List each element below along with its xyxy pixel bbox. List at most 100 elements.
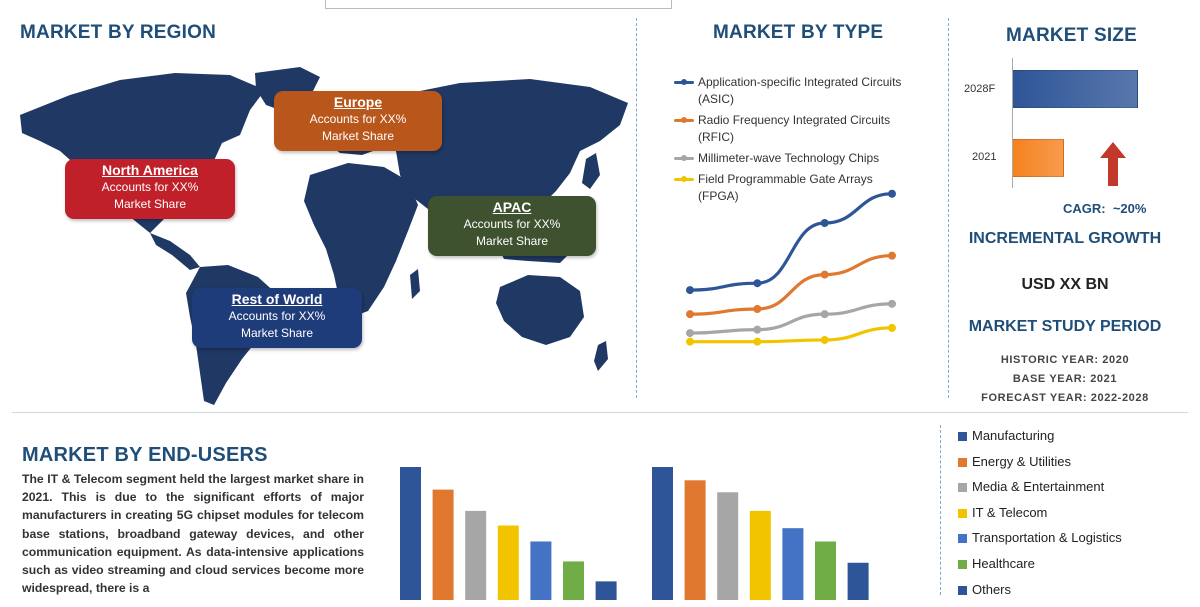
type-legend-item: Field Programmable Gate Arrays (FPGA)	[674, 171, 914, 205]
end-users-legend-item: IT & Telecom	[958, 505, 1122, 531]
legend-swatch	[958, 432, 967, 441]
section-divider	[12, 412, 1188, 413]
type-series-line	[688, 302, 894, 335]
type-data-point	[753, 325, 762, 334]
end-users-legend-item: Transportation & Logistics	[958, 530, 1122, 556]
legend-line-marker	[674, 155, 694, 161]
type-legend-item: Millimeter-wave Technology Chips	[674, 150, 914, 167]
end-users-bar	[465, 510, 487, 600]
map-north-america	[20, 73, 265, 233]
end-users-bar	[432, 489, 454, 600]
size-label-2028f: 2028F	[964, 83, 996, 95]
legend-swatch	[958, 483, 967, 493]
end-users-bar	[717, 492, 739, 600]
end-users-bar-chart	[400, 467, 869, 600]
size-title: MARKET SIZE	[1006, 25, 1137, 46]
map-madagascar	[410, 269, 420, 299]
end-users-bar	[652, 467, 673, 600]
divider-type-size	[948, 18, 949, 398]
end-users-bar	[530, 541, 552, 600]
type-series-line	[688, 254, 894, 316]
type-series-line	[688, 326, 894, 344]
end-users-bar	[400, 467, 421, 600]
legend-swatch	[958, 457, 967, 467]
type-data-point	[820, 310, 829, 319]
type-data-point	[888, 323, 896, 332]
end-users-bar	[684, 480, 706, 600]
end-users-bar	[847, 562, 869, 600]
region-callout-apac: APAC Accounts for XX% Market Share	[428, 196, 596, 256]
region-name: Europe	[333, 94, 383, 110]
historic-year: HISTORIC YEAR: 2020	[1000, 354, 1130, 366]
region-name: APAC	[492, 199, 532, 215]
type-data-point	[753, 305, 762, 313]
end-users-bar	[595, 581, 617, 600]
cagr-label: CAGR:	[1063, 201, 1106, 216]
map-central-america	[150, 233, 200, 270]
type-data-point	[753, 337, 762, 346]
size-bar-2021	[1012, 139, 1064, 177]
region-share-line: Accounts for XX%	[101, 180, 199, 194]
incremental-growth-title: INCREMENTAL GROWTH	[968, 230, 1162, 247]
type-data-point	[686, 329, 694, 338]
region-name: North America	[102, 162, 198, 178]
legend-label: Others	[972, 581, 1012, 597]
legend-label: Media & Entertainment	[972, 479, 1105, 495]
end-users-bar	[749, 510, 771, 600]
region-callout-europe: Europe Accounts for XX% Market Share	[274, 91, 442, 151]
end-users-title: MARKET BY END-USERS	[22, 444, 268, 466]
type-data-point	[820, 270, 829, 279]
size-bar-2028f	[1012, 70, 1138, 108]
legend-line-marker	[674, 176, 694, 182]
type-series-line	[688, 192, 894, 292]
region-share-line2: Market Share	[321, 129, 395, 143]
type-legend-label: Field Programmable Gate Arrays (FPGA)	[698, 172, 873, 203]
region-name: Rest of World	[231, 291, 323, 307]
region-share-line2: Market Share	[113, 197, 187, 211]
end-users-bar	[815, 541, 836, 600]
type-data-point	[888, 299, 896, 308]
type-legend-label: Radio Frequency Integrated Circuits (RFI…	[698, 113, 891, 144]
type-data-point	[888, 189, 896, 198]
region-share-line: Accounts for XX%	[463, 217, 561, 231]
region-share-line: Accounts for XX%	[228, 309, 326, 323]
map-new-zealand	[594, 341, 608, 371]
cagr-value: ~20%	[1112, 201, 1147, 216]
legend-line-marker	[674, 117, 694, 123]
type-data-point	[686, 286, 694, 295]
legend-label: Transportation & Logistics	[972, 530, 1122, 546]
map-africa	[304, 163, 418, 317]
end-users-bar	[563, 561, 584, 600]
type-data-point	[686, 310, 694, 319]
end-users-description: The IT & Telecom segment held the larges…	[22, 472, 364, 596]
region-share-line: Accounts for XX%	[309, 112, 407, 126]
end-users-legend: Manufacturing Energy & Utilities Media &…	[958, 428, 1122, 607]
type-data-point	[686, 337, 694, 346]
map-australia	[496, 275, 584, 345]
base-year: BASE YEAR: 2021	[1012, 373, 1118, 385]
forecast-year: FORECAST YEAR: 2022-2028	[981, 392, 1149, 404]
end-users-bar	[497, 525, 519, 600]
end-users-legend-item: Manufacturing	[958, 428, 1122, 454]
incremental-growth-value: USD XX BN	[1021, 276, 1109, 293]
end-users-bar	[782, 528, 804, 600]
region-share-line2: Market Share	[475, 234, 549, 248]
legend-swatch	[958, 534, 967, 544]
legend-swatch	[958, 585, 967, 595]
cagr-text: CAGR: ~20%	[1063, 201, 1146, 216]
size-label-2021: 2021	[972, 151, 997, 163]
divider-region-type	[636, 18, 637, 398]
legend-label: Energy & Utilities	[972, 453, 1071, 469]
type-legend: Application-specific Integrated Circuits…	[674, 74, 914, 209]
legend-swatch	[958, 559, 967, 569]
type-title: MARKET BY TYPE	[713, 22, 884, 43]
up-arrow-icon	[1100, 142, 1126, 186]
end-users-legend-item: Others	[958, 582, 1122, 607]
region-callout-north-america: North America Accounts for XX% Market Sh…	[65, 159, 235, 219]
size-axis	[1012, 58, 1013, 188]
legend-label: Manufacturing	[972, 428, 1055, 443]
type-data-point	[820, 335, 829, 344]
type-legend-item: Radio Frequency Integrated Circuits (RFI…	[674, 112, 914, 146]
type-line-chart	[686, 189, 896, 346]
type-data-point	[753, 279, 762, 288]
